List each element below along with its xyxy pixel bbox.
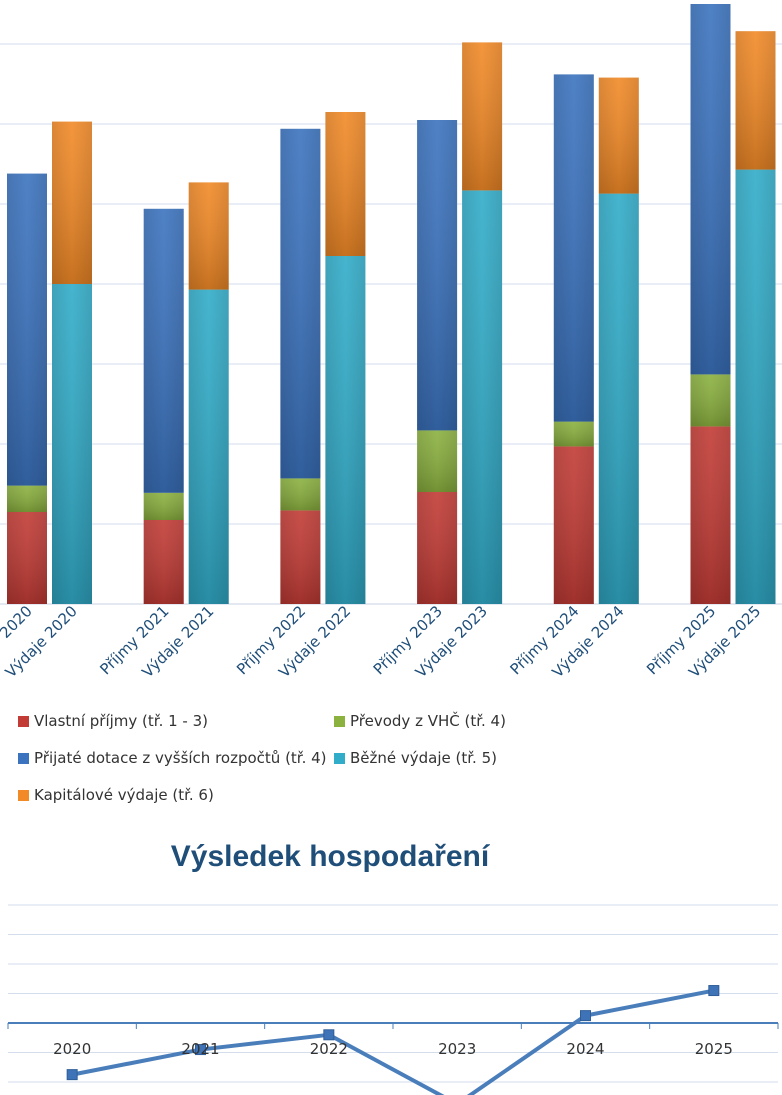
data-point-2020 [66,1069,78,1081]
series-line [71,988,715,1095]
bar-shade [280,510,321,604]
chart2-axis [7,1022,779,1029]
bar-shade [325,256,366,604]
legend-swatch [18,715,29,727]
legend-label: Převody z VHČ (tř. 4) [350,712,506,730]
legend-label: Běžné výdaje (tř. 5) [350,749,497,767]
x-tick-label: 2024 [566,1040,604,1058]
data-point-2025 [708,985,720,997]
bar-shade [143,208,184,493]
legend-label: Vlastní příjmy (tř. 1 - 3) [34,712,208,730]
bar-shade [188,182,229,290]
bar-shade [143,492,184,520]
bar-shade [690,4,731,375]
chart2-gridlines [8,904,778,1083]
x-tick-label: 2021 [181,1040,219,1058]
bar-shade [690,374,731,427]
bar-shade [417,492,458,604]
bar-shade [280,478,321,511]
bar-shade [52,284,92,604]
bar-shade [280,128,321,479]
legend-item-bezne-vydaje: Běžné výdaje (tř. 5) [334,749,497,767]
x-tick-label: 2020 [53,1040,91,1058]
x-tick-label: 2025 [695,1040,733,1058]
legend-item-prevody-vhc: Převody z VHČ (tř. 4) [334,712,506,730]
bar-shade [417,430,458,492]
bar-shade [52,121,92,284]
bar-shade [735,31,776,170]
bar-shade [598,77,639,194]
bar-shade [462,190,503,604]
data-point-2022 [323,1029,335,1041]
x-tick-label: 2020 [0,602,36,642]
bar-shade [690,426,731,604]
chart1-bars [7,4,776,604]
chart2-series [66,985,720,1095]
bar-shade [553,74,594,422]
bar-shade [325,112,366,256]
chart2-x-tick-labels: 2020 2021 2022 2023 2024 2025 [53,1040,733,1058]
legend-item-vlastni-prijmy: Vlastní příjmy (tř. 1 - 3) [18,712,208,730]
legend-swatch [334,752,345,764]
bar-shade [735,169,776,604]
x-tick-label: 2022 [310,1040,348,1058]
bar-shade [7,173,47,486]
chart1-gridlines [0,43,782,605]
data-point-2024 [580,1010,591,1022]
legend-swatch [18,789,29,801]
bar-shade [462,42,503,191]
chart2-title: Výsledek hospodaření [170,840,490,873]
legend-item-prijate-dotace: Přijaté dotace z vyšších rozpočtů (tř. 4… [18,749,327,767]
line-chart: 2020 2021 2022 2023 2024 2025 [7,904,779,1095]
bar-shade [7,512,47,604]
bar-shade [553,446,594,604]
data-point-2021 [195,1044,206,1056]
legend-swatch [334,715,345,727]
legend-swatch [18,752,29,764]
bar-shade [598,193,639,604]
bar-shade [553,421,594,447]
x-tick-label: 2023 [438,1040,476,1058]
bar-shade [188,289,229,604]
legend-item-kapitalove-vydaje: Kapitálové výdaje (tř. 6) [18,786,214,804]
bar-shade [7,485,47,512]
bar-shade [143,520,184,604]
legend-label: Přijaté dotace z vyšších rozpočtů (tř. 4… [34,749,327,767]
bar-shade [417,120,458,431]
legend-label: Kapitálové výdaje (tř. 6) [34,786,214,804]
